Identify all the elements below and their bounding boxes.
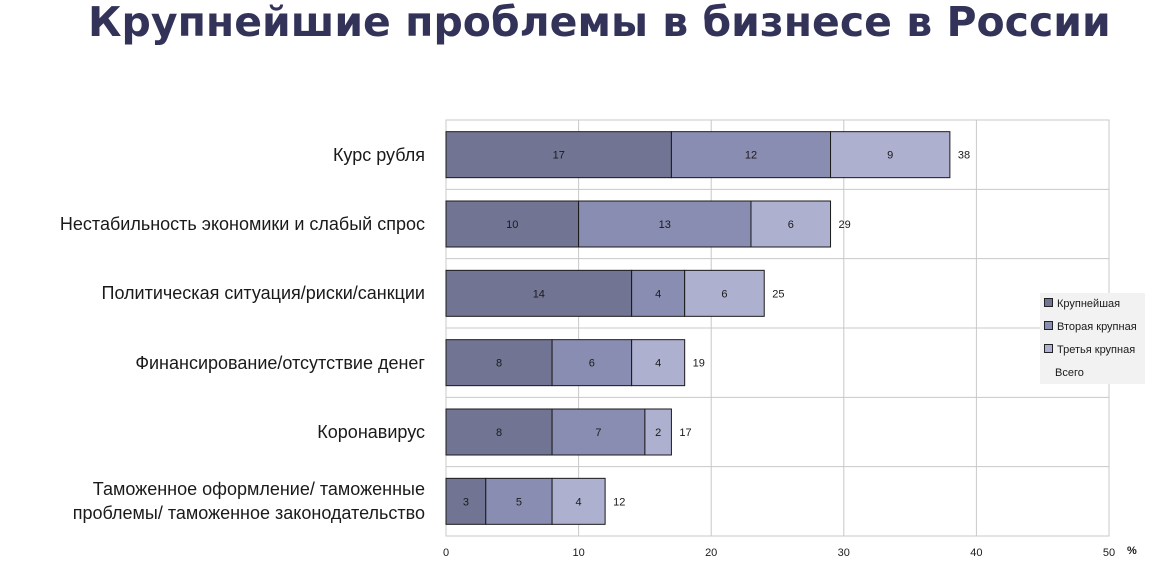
data-label: 17 <box>553 150 565 162</box>
data-label: 6 <box>788 219 794 231</box>
legend-swatch <box>1044 344 1053 353</box>
data-label: 7 <box>595 427 601 439</box>
legend-swatch <box>1044 321 1053 330</box>
legend-swatch <box>1044 298 1053 307</box>
category-label-line: Таможенное оформление/ таможенные <box>92 479 425 500</box>
legend-item: Вторая крупная <box>1044 321 1137 334</box>
bar-segment <box>631 269 686 317</box>
legend-item: Всего <box>1055 367 1084 380</box>
data-label: 13 <box>659 219 671 231</box>
x-tick-label: 40 <box>970 547 982 559</box>
bar-segment <box>631 339 686 387</box>
category-label-line: Финансирование/отсутствие денег <box>135 352 425 373</box>
bar-segment <box>551 477 606 525</box>
bar-segment <box>551 339 633 387</box>
category-label: Нестабильность экономики и слабый спрос <box>60 212 425 236</box>
data-label: 4 <box>655 358 661 370</box>
total-label: 29 <box>839 219 851 231</box>
legend-item: Третья крупная <box>1044 344 1135 357</box>
x-tick-labels: 0 10 20 30 40 50 <box>443 547 1115 559</box>
total-label: 17 <box>679 427 691 439</box>
total-label: 12 <box>613 496 625 508</box>
data-label: 4 <box>655 288 661 300</box>
category-label-line: проблемы/ таможенное законодательство <box>72 503 425 524</box>
legend-label: Третья крупная <box>1057 344 1136 356</box>
total-label: 25 <box>772 288 784 300</box>
data-label: 10 <box>506 219 518 231</box>
category-label-line: Политическая ситуация/риски/санкции <box>101 283 426 304</box>
data-label: 8 <box>496 427 502 439</box>
data-label: 12 <box>745 150 757 162</box>
page-title: Крупнейшие проблемы в бизнесе в России <box>88 0 1111 46</box>
x-tick-label: 0 <box>443 547 449 559</box>
category-label-line: Курс рубля <box>332 144 425 165</box>
data-label: 5 <box>516 496 522 508</box>
category-label: Политическая ситуация/риски/санкции <box>102 281 426 305</box>
bar-segment <box>578 200 752 248</box>
legend: Крупнейшая Вторая крупная Третья крупная… <box>1040 293 1145 384</box>
bars <box>445 131 951 525</box>
bar-segment <box>485 477 553 525</box>
bar-segment <box>750 200 832 248</box>
legend-item: Крупнейшая <box>1044 298 1120 311</box>
data-label: 8 <box>496 358 502 370</box>
bar-segment <box>445 339 553 387</box>
data-labels: 17 12 9 38 10 13 6 29 14 4 6 25 8 6 4 19 8 7 2 17 3 5 4 12 <box>463 150 970 509</box>
bar-segment <box>445 269 633 317</box>
x-tick-label: 20 <box>705 547 717 559</box>
data-label: 6 <box>589 358 595 370</box>
bar-segment <box>644 408 672 456</box>
total-label: 19 <box>693 358 705 370</box>
legend-label: Всего <box>1055 367 1084 379</box>
bar-segment <box>445 200 580 248</box>
bar-segment <box>445 408 553 456</box>
x-axis-unit: % <box>1127 545 1137 557</box>
x-tick-label: 30 <box>838 547 850 559</box>
data-label: 3 <box>463 496 469 508</box>
bar-segment <box>684 269 765 317</box>
data-label: 4 <box>576 496 582 508</box>
category-label: Коронавирус <box>317 420 425 444</box>
legend-label: Крупнейшая <box>1057 298 1121 310</box>
bar-segment <box>670 131 832 179</box>
data-label: 14 <box>533 288 545 300</box>
category-label-line: Коронавирус <box>317 422 425 442</box>
total-label: 38 <box>958 150 970 162</box>
category-label: Курс рубля <box>333 143 425 167</box>
category-label: Финансирование/отсутствие денег <box>135 351 425 375</box>
category-label-line: Нестабильность экономики и слабый спрос <box>59 214 425 234</box>
legend-label: Вторая крупная <box>1057 321 1137 333</box>
bar-segment <box>551 408 646 456</box>
bar-segment <box>830 131 951 179</box>
category-label: Таможенное оформление/ таможенные проблем… <box>73 477 425 525</box>
data-label: 2 <box>655 427 661 439</box>
x-tick-label: 10 <box>572 547 584 559</box>
data-label: 9 <box>887 150 893 162</box>
data-label: 6 <box>721 288 727 300</box>
x-tick-label: 50 <box>1103 547 1115 559</box>
grid-lines <box>445 119 1110 537</box>
